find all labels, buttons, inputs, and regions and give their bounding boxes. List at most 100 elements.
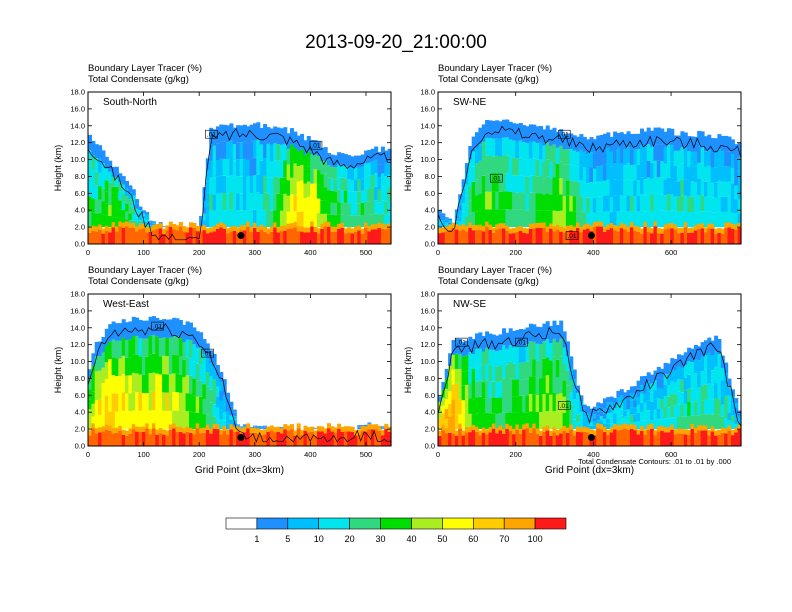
condensate-cell	[195, 380, 200, 397]
tracer-cell	[202, 432, 207, 446]
condensate-cell	[495, 155, 500, 174]
condensate-cell	[633, 407, 638, 415]
condensate-cell	[471, 354, 476, 369]
condensate-cell	[532, 141, 537, 159]
condensate-cell	[616, 416, 621, 423]
condensate-cell	[195, 412, 200, 430]
tracer-cell	[724, 227, 729, 244]
panel-swne-header: Boundary Layer Tracer (%) Total Condensa…	[438, 63, 552, 85]
condensate-cell	[454, 399, 459, 414]
condensate-cell	[670, 381, 675, 394]
condensate-cell	[717, 414, 722, 430]
tracer-cell	[559, 433, 564, 446]
condensate-cell	[458, 384, 463, 399]
condensate-cell	[623, 180, 628, 197]
tracer-cell	[195, 231, 200, 244]
tracer-cell	[596, 428, 601, 446]
colorbar-swatch	[442, 517, 474, 530]
condensate-cell	[586, 197, 591, 213]
tracer-cell	[350, 426, 355, 432]
condensate-cell	[209, 177, 214, 194]
tracer-cell	[236, 227, 241, 233]
x-tick-label: 0	[86, 450, 90, 459]
condensate-cell	[145, 219, 150, 223]
condensate-cell	[640, 177, 644, 195]
condensate-cell	[464, 414, 469, 430]
condensate-cell	[569, 211, 574, 228]
condensate-cell	[650, 401, 655, 411]
condensate-cell	[707, 383, 712, 399]
condensate-cell	[663, 407, 668, 418]
condensate-cell	[677, 211, 681, 228]
condensate-cell	[589, 152, 594, 168]
condensate-cell	[290, 144, 294, 162]
tracer-cell	[360, 228, 365, 234]
condensate-cell	[108, 394, 113, 412]
condensate-cell	[212, 353, 217, 367]
condensate-cell	[209, 389, 214, 403]
condensate-cell	[199, 216, 204, 218]
condensate-cell	[101, 383, 106, 399]
tracer-cell	[586, 223, 591, 229]
condensate-cell	[88, 196, 92, 212]
plot-panel-south-north: .01.01South-North0.02.04.06.08.010.012.0…	[53, 88, 392, 257]
condensate-cell	[101, 201, 106, 215]
condensate-cell	[91, 169, 96, 184]
condensate-cell	[253, 425, 257, 427]
tracer-cell	[471, 425, 476, 431]
tracer-cell	[165, 430, 170, 436]
condensate-cell	[700, 342, 705, 357]
condensate-cell	[323, 147, 328, 161]
condensate-cell	[135, 336, 140, 355]
condensate-cell	[693, 212, 698, 228]
condensate-cell	[444, 368, 449, 379]
condensate-cell	[263, 427, 268, 429]
tracer-cell	[525, 233, 530, 244]
tracer-cell	[545, 425, 550, 431]
tracer-cell	[623, 224, 628, 230]
condensate-cell	[673, 370, 678, 383]
condensate-cell	[195, 396, 200, 413]
y-tick-label: 10.0	[70, 357, 85, 366]
condensate-cell	[212, 366, 217, 379]
tracer-cell	[88, 227, 92, 233]
condensate-cell	[290, 161, 294, 178]
tracer-cell	[141, 431, 146, 446]
condensate-cell	[300, 165, 305, 181]
condensate-cell	[364, 176, 369, 189]
condensate-cell	[687, 388, 692, 402]
condensate-cell	[680, 367, 685, 380]
condensate-cell	[646, 372, 651, 382]
tracer-cell	[498, 228, 503, 244]
condensate-cell	[720, 404, 725, 417]
condensate-cell	[454, 209, 459, 213]
condensate-cell	[185, 321, 190, 340]
condensate-cell	[528, 175, 533, 193]
tracer-cell	[710, 431, 715, 446]
condensate-cell	[384, 214, 389, 228]
condensate-cell	[636, 196, 641, 212]
condensate-cell	[552, 338, 557, 357]
condensate-cell	[680, 163, 685, 180]
tracer-cell	[98, 224, 103, 230]
condensate-cell	[693, 182, 698, 197]
condensate-cell	[502, 209, 506, 228]
tracer-cell	[111, 222, 116, 228]
condensate-cell	[330, 166, 335, 179]
tracer-cell	[737, 222, 742, 228]
condensate-cell	[121, 355, 126, 375]
condensate-cell	[565, 385, 570, 400]
condensate-cell	[690, 415, 695, 430]
tracer-cell	[599, 424, 604, 430]
tracer-cell	[165, 225, 170, 231]
condensate-cell	[552, 374, 557, 393]
tracer-cell	[512, 434, 517, 446]
condensate-cell	[596, 196, 601, 212]
tracer-cell	[528, 228, 533, 244]
condensate-label: Total Condensate (g/kg)	[438, 276, 539, 287]
condensate-cell	[512, 380, 517, 397]
condensate-cell	[104, 192, 109, 204]
condensate-cell	[592, 197, 597, 213]
tracer-cell	[337, 228, 342, 244]
tracer-cell	[633, 230, 638, 244]
